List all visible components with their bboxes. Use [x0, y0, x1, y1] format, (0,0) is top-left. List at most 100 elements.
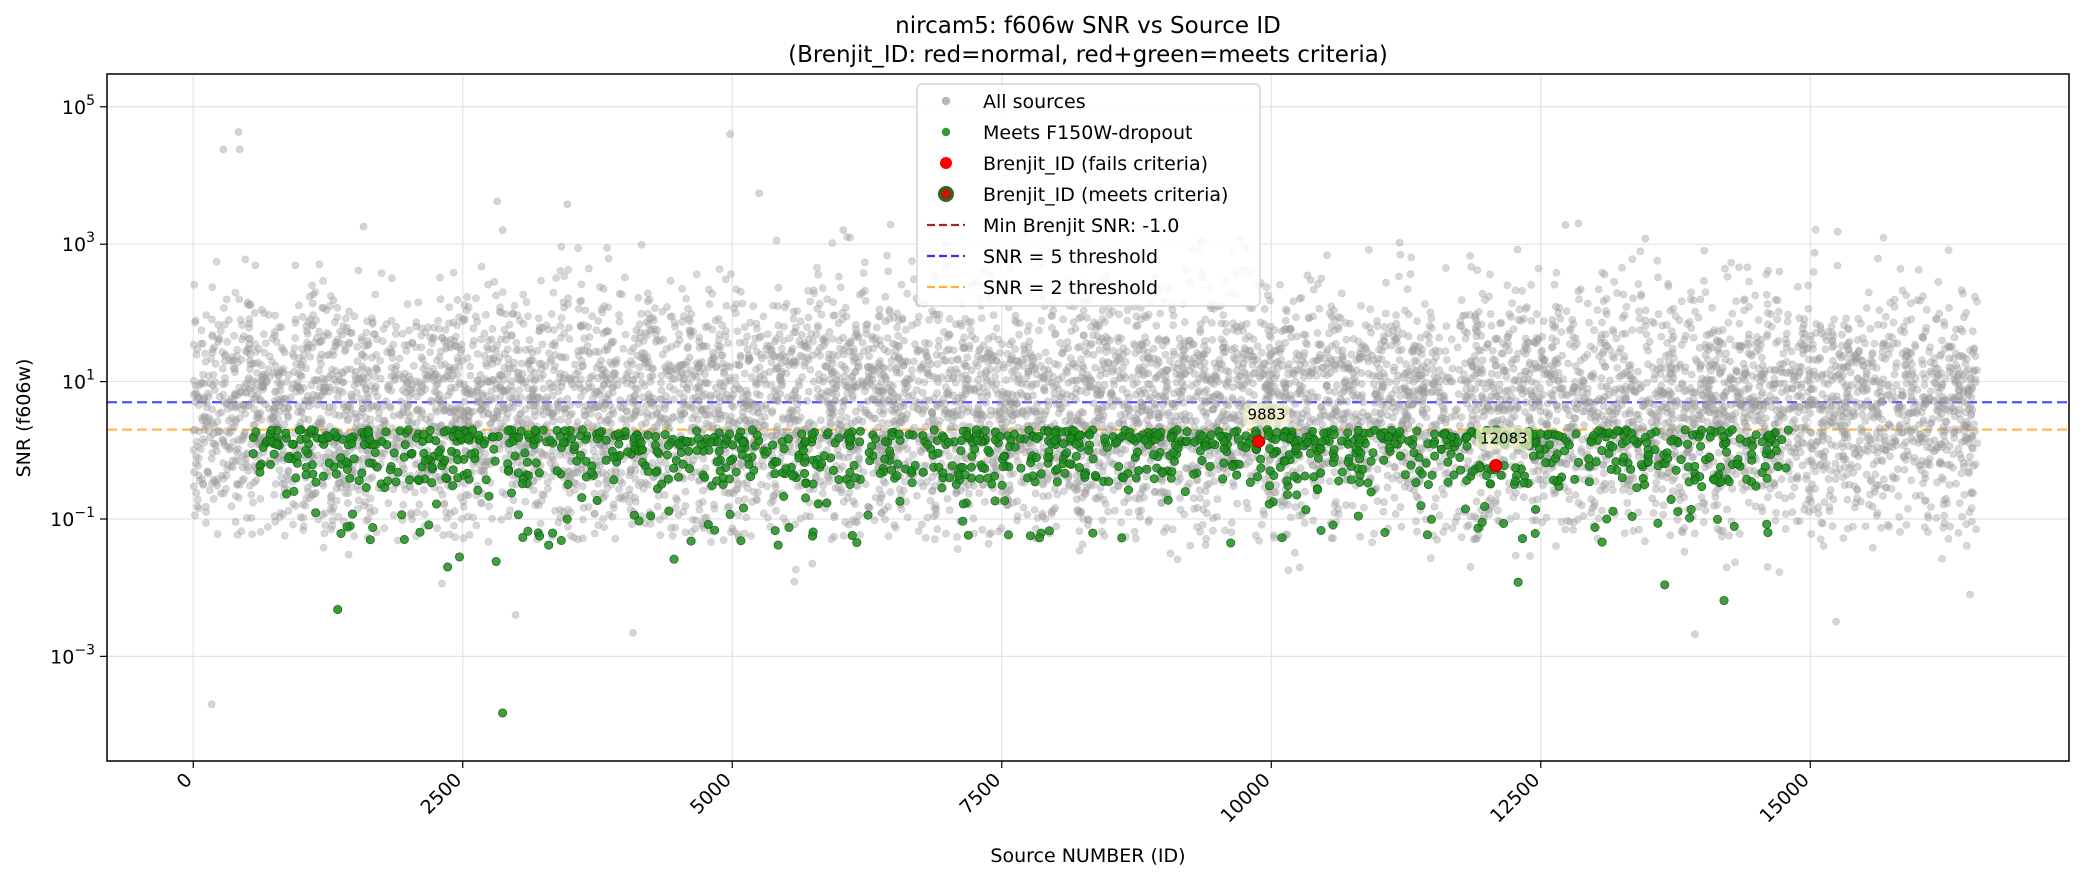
all-sources-point	[1125, 394, 1132, 401]
all-sources-point	[467, 363, 474, 370]
all-sources-point	[445, 320, 452, 327]
all-sources-point	[1440, 528, 1447, 535]
all-sources-point	[492, 292, 499, 299]
all-sources-point	[1702, 507, 1709, 514]
all-sources-point	[591, 530, 598, 537]
all-sources-point	[273, 338, 280, 345]
all-sources-point	[753, 366, 760, 373]
all-sources-point	[855, 512, 862, 519]
all-sources-point	[1437, 463, 1444, 470]
all-sources-point	[316, 367, 323, 374]
all-sources-point	[191, 512, 198, 519]
all-sources-point	[499, 289, 506, 296]
all-sources-point	[679, 285, 686, 292]
all-sources-point	[830, 299, 837, 306]
all-sources-point	[526, 337, 533, 344]
all-sources-point	[692, 517, 699, 524]
all-sources-point	[815, 271, 822, 278]
all-sources-point	[1723, 564, 1730, 571]
all-sources-point	[946, 453, 953, 460]
all-sources-point	[1132, 322, 1139, 329]
all-sources-point	[1863, 304, 1870, 311]
all-sources-point	[1063, 399, 1070, 406]
all-sources-point	[1805, 282, 1812, 289]
all-sources-point	[1926, 348, 1933, 355]
all-sources-point	[1844, 496, 1851, 503]
all-sources-point	[1810, 268, 1817, 275]
all-sources-point	[1360, 504, 1367, 511]
all-sources-point	[572, 361, 579, 368]
all-sources-point	[1655, 311, 1662, 318]
all-sources-point	[201, 439, 208, 446]
all-sources-point	[564, 395, 571, 402]
all-sources-point	[1570, 526, 1577, 533]
all-sources-point	[1431, 503, 1438, 510]
all-sources-point	[840, 498, 847, 505]
all-sources-point	[707, 539, 714, 546]
all-sources-point	[910, 276, 917, 283]
all-sources-point	[345, 551, 352, 558]
all-sources-point	[1624, 499, 1631, 506]
all-sources-point	[204, 390, 211, 397]
all-sources-point	[1553, 417, 1560, 424]
all-sources-point	[272, 312, 279, 319]
all-sources-point	[585, 265, 592, 272]
all-sources-point	[1514, 246, 1521, 253]
all-sources-point	[910, 358, 917, 365]
all-sources-point	[1398, 385, 1405, 392]
all-sources-point	[564, 523, 571, 530]
all-sources-point	[250, 499, 257, 506]
all-sources-point	[539, 341, 546, 348]
all-sources-point	[379, 338, 386, 345]
all-sources-point	[1458, 322, 1465, 329]
all-sources-point	[900, 362, 907, 369]
all-sources-point	[1763, 291, 1770, 298]
all-sources-point	[1960, 459, 1967, 466]
all-sources-point	[1143, 473, 1150, 480]
all-sources-point	[1380, 499, 1387, 506]
all-sources-point	[1564, 406, 1571, 413]
all-sources-point	[1894, 466, 1901, 473]
all-sources-point	[213, 258, 220, 265]
all-sources-point	[1745, 499, 1752, 506]
all-sources-point	[438, 580, 445, 587]
all-sources-point	[344, 417, 351, 424]
all-sources-point	[567, 532, 574, 539]
all-sources-point	[202, 350, 209, 357]
all-sources-point	[1412, 518, 1419, 525]
all-sources-point	[1939, 555, 1946, 562]
all-sources-point	[635, 294, 642, 301]
all-sources-point	[228, 503, 235, 510]
all-sources-point	[1524, 346, 1531, 353]
all-sources-point	[862, 297, 869, 304]
all-sources-point	[1131, 528, 1138, 535]
all-sources-point	[344, 499, 351, 506]
all-sources-point	[988, 530, 995, 537]
all-sources-point	[1406, 377, 1413, 384]
all-sources-point	[1808, 429, 1815, 436]
all-sources-point	[208, 355, 215, 362]
all-sources-point	[946, 315, 953, 322]
all-sources-point	[1635, 308, 1642, 315]
all-sources-point	[1083, 314, 1090, 321]
all-sources-point	[192, 317, 199, 324]
all-sources-point	[1829, 357, 1836, 364]
all-sources-point	[1473, 498, 1480, 505]
all-sources-point	[631, 335, 638, 342]
all-sources-point	[537, 520, 544, 527]
all-sources-point	[1436, 366, 1443, 373]
all-sources-point	[797, 318, 804, 325]
all-sources-point	[1657, 358, 1664, 365]
all-sources-point	[1764, 563, 1771, 570]
all-sources-point	[835, 320, 842, 327]
all-sources-point	[457, 494, 464, 501]
all-sources-point	[775, 284, 782, 291]
all-sources-point	[985, 540, 992, 547]
all-sources-point	[1357, 533, 1364, 540]
all-sources-point	[1623, 303, 1630, 310]
all-sources-point	[1367, 306, 1374, 313]
all-sources-point	[1099, 517, 1106, 524]
all-sources-point	[1306, 458, 1313, 465]
all-sources-point	[1688, 325, 1695, 332]
all-sources-point	[1261, 511, 1268, 518]
